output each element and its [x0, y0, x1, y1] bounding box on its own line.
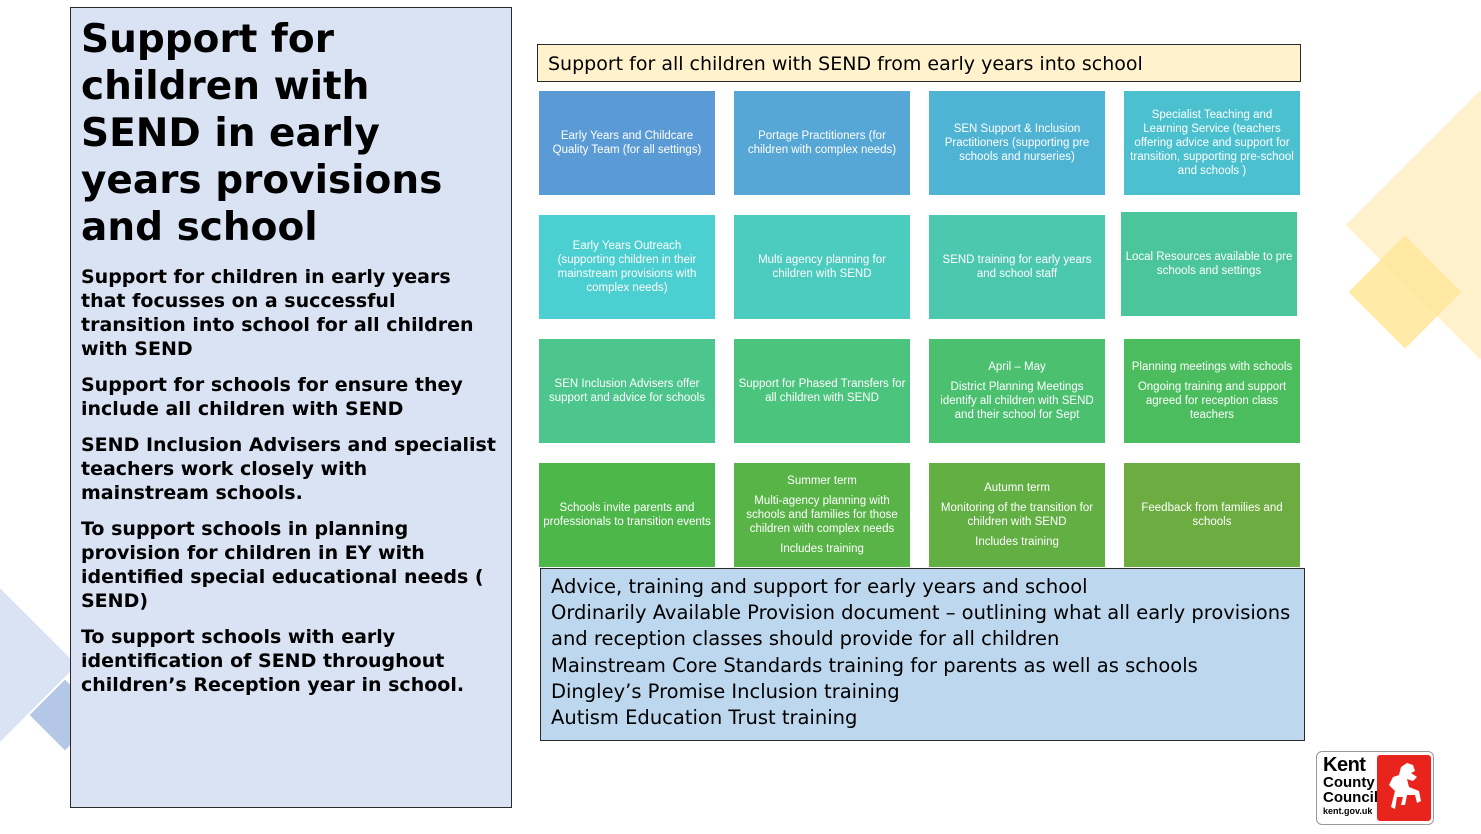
tile-text: Portage Practitioners (for children with…: [747, 130, 897, 156]
tile-phased-transfers: Support for Phased Transfers for all chi…: [734, 339, 910, 443]
tile-text: District Planning Meetings identify all …: [940, 381, 1094, 421]
kent-county-council-logo: Kent County Council kent.gov.uk: [1316, 751, 1434, 825]
tile-early-years-quality-team: Early Years and Childcare Quality Team (…: [539, 91, 715, 195]
tile-text: Local Resources available to pre schools…: [1125, 251, 1293, 277]
resource-line: Dingley’s Promise Inclusion training: [551, 679, 900, 703]
page-title: Support for children with SEND in early …: [81, 17, 443, 250]
tile-text: Support for Phased Transfers for all chi…: [738, 378, 906, 404]
tile-specialist-teaching-service: Specialist Teaching and Learning Service…: [1124, 91, 1300, 195]
tile-text: SEND training for early years and school…: [942, 254, 1092, 280]
left-paragraph: To support schools with early identifica…: [81, 626, 465, 696]
left-paragraph: To support schools in planning provision…: [81, 518, 484, 612]
tile-summer-term: Summer term Multi-agency planning with s…: [734, 463, 910, 567]
tile-district-planning-meetings: April – May District Planning Meetings i…: [929, 339, 1105, 443]
resource-line: Mainstream Core Standards training for p…: [551, 653, 1198, 677]
tile-multi-agency-planning: Multi agency planning for children with …: [734, 215, 910, 319]
logo-line-1: Kent: [1323, 754, 1366, 776]
tile-text: Ongoing training and support agreed for …: [1137, 381, 1287, 421]
tile-heading: Summer term: [787, 475, 857, 487]
tile-text: SEN Inclusion Advisers offer support and…: [549, 378, 705, 404]
tile-planning-meetings-schools: Planning meetings with schools Ongoing t…: [1124, 339, 1300, 443]
banner-heading: Support for all children with SEND from …: [537, 44, 1301, 82]
tile-tail: Includes training: [975, 536, 1059, 548]
tile-text: Early Years and Childcare Quality Team (…: [552, 130, 702, 156]
tile-text: Multi-agency planning with schools and f…: [746, 495, 898, 535]
resource-line: Autism Education Trust training: [551, 706, 858, 730]
logo-text: Kent County Council kent.gov.uk: [1323, 754, 1381, 817]
left-panel: Support for children with SEND in early …: [70, 7, 512, 808]
tile-send-training: SEND training for early years and school…: [929, 215, 1105, 319]
tile-feedback: Feedback from families and schools: [1124, 463, 1300, 567]
tile-text: Early Years Outreach (supporting childre…: [557, 240, 697, 294]
logo-line-3: Council: [1323, 789, 1378, 806]
tile-text: Specialist Teaching and Learning Service…: [1130, 109, 1294, 177]
tile-portage-practitioners: Portage Practitioners (for children with…: [734, 91, 910, 195]
tile-heading: April – May: [988, 361, 1046, 373]
tile-sen-inclusion-advisers: SEN Inclusion Advisers offer support and…: [539, 339, 715, 443]
tile-autumn-term: Autumn term Monitoring of the transition…: [929, 463, 1105, 567]
tile-text: Multi agency planning for children with …: [758, 254, 886, 280]
left-paragraph: SEND Inclusion Advisers and specialist t…: [81, 434, 496, 504]
tile-sen-support-practitioners: SEN Support & Inclusion Practitioners (s…: [929, 91, 1105, 195]
tile-text: Feedback from families and schools: [1141, 502, 1283, 528]
left-paragraph: Support for children in early years that…: [81, 266, 474, 360]
tile-heading: Autumn term: [984, 482, 1050, 494]
left-paragraph: Support for schools for ensure they incl…: [81, 374, 463, 420]
tile-heading: Planning meetings with schools: [1131, 361, 1293, 373]
tile-text: SEN Support & Inclusion Practitioners (s…: [944, 123, 1090, 163]
tile-early-years-outreach: Early Years Outreach (supporting childre…: [539, 215, 715, 319]
tile-tail: Includes training: [780, 543, 864, 555]
resources-box: Advice, training and support for early y…: [540, 568, 1305, 741]
logo-line-2: County: [1323, 774, 1375, 791]
tile-transition-events: Schools invite parents and professionals…: [539, 463, 715, 567]
tile-text: Monitoring of the transition for childre…: [940, 502, 1094, 528]
resource-line: Advice, training and support for early y…: [551, 575, 1088, 598]
resource-line: Ordinarily Available Provision document …: [551, 601, 1291, 651]
tile-local-resources: Local Resources available to pre schools…: [1121, 212, 1297, 316]
white-horse-icon: [1377, 755, 1431, 821]
white-horse-svg: [1389, 763, 1421, 809]
tile-text: Schools invite parents and professionals…: [543, 502, 711, 528]
logo-url: kent.gov.uk: [1323, 806, 1373, 816]
